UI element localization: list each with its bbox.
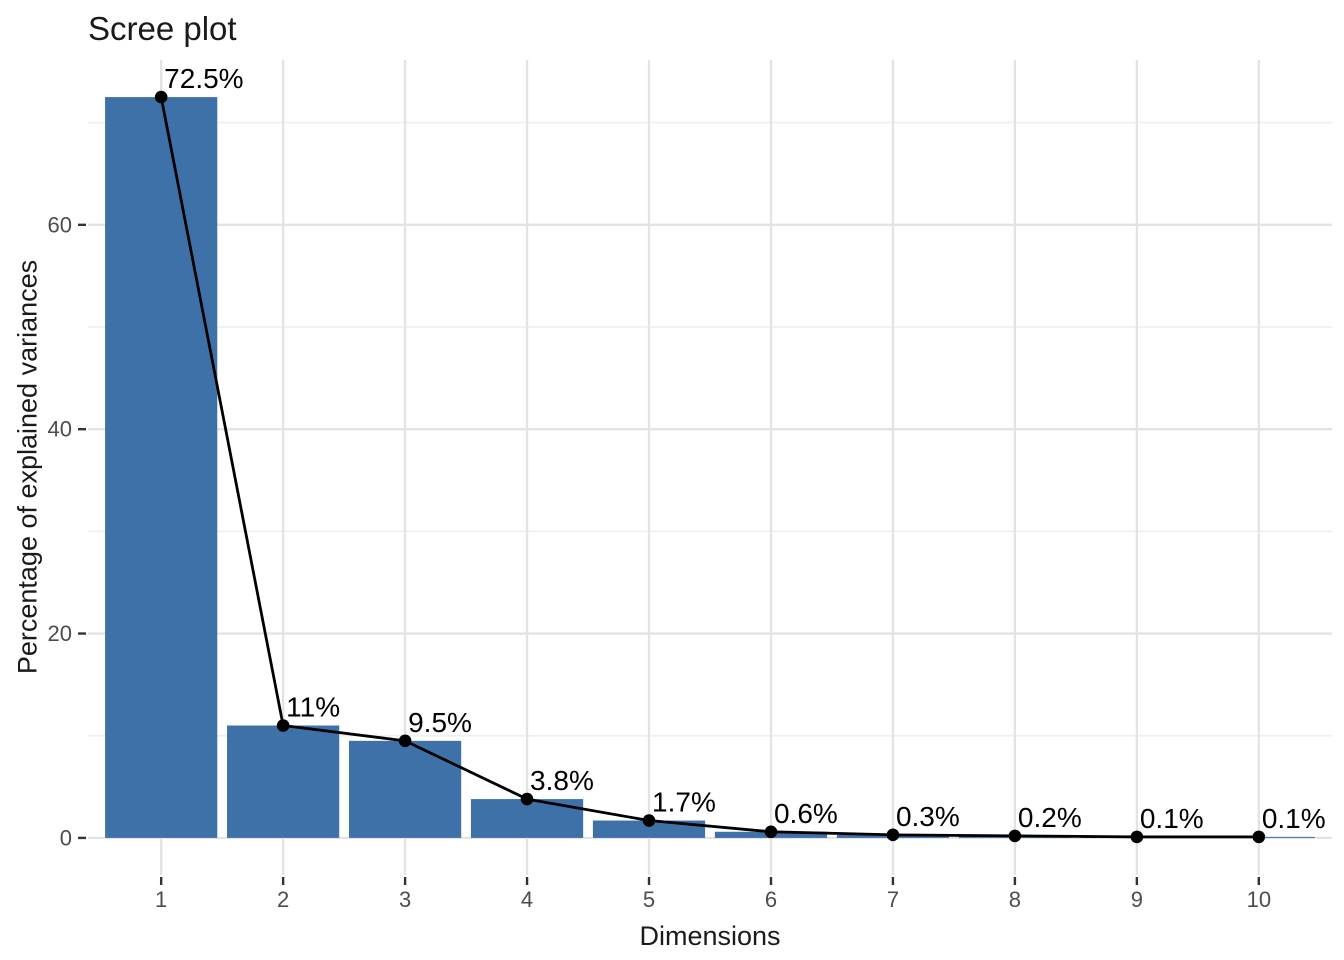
data-label: 9.5% [408,707,472,738]
y-tick-label: 40 [48,417,72,442]
data-point [764,825,778,839]
x-tick-label: 2 [277,887,289,912]
y-tick-label: 60 [48,212,72,237]
data-label: 0.1% [1140,803,1204,834]
bar [227,725,340,838]
x-tick-label: 9 [1131,887,1143,912]
data-point [398,734,412,748]
bar [348,740,462,838]
data-point [1008,829,1022,843]
variance-line [159,96,1259,839]
y-axis-title: Percentage of explained variances [12,259,43,675]
data-label: 0.6% [774,798,838,829]
x-tick-label: 3 [399,887,411,912]
data-label: 0.3% [896,801,960,832]
data-label: 72.5% [164,63,243,94]
y-tick-label: 20 [48,621,72,646]
data-point [1130,830,1144,844]
x-axis-title: Dimensions [639,921,781,951]
data-label: 0.1% [1262,803,1326,834]
x-tick-label: 7 [887,887,899,912]
x-tick-label: 1 [155,887,167,912]
data-point [1252,830,1266,844]
data-label: 1.7% [652,787,716,818]
data-label: 0.2% [1018,802,1082,833]
data-label: 11% [286,692,340,723]
x-tick-label: 10 [1247,887,1271,912]
data-label: 3.8% [530,765,594,796]
bar [592,820,706,838]
data-point [642,814,656,827]
data-point [886,828,900,842]
bar [105,97,218,838]
data-point [154,90,168,104]
plot-title: Scree plot [88,10,237,47]
x-tick-label: 4 [521,887,533,912]
x-tick-label: 5 [643,887,655,912]
x-tick-label: 8 [1009,887,1021,912]
x-tick-label: 6 [765,887,777,912]
y-tick-label: 0 [60,825,72,850]
data-point [520,792,534,806]
data-point [276,719,290,732]
